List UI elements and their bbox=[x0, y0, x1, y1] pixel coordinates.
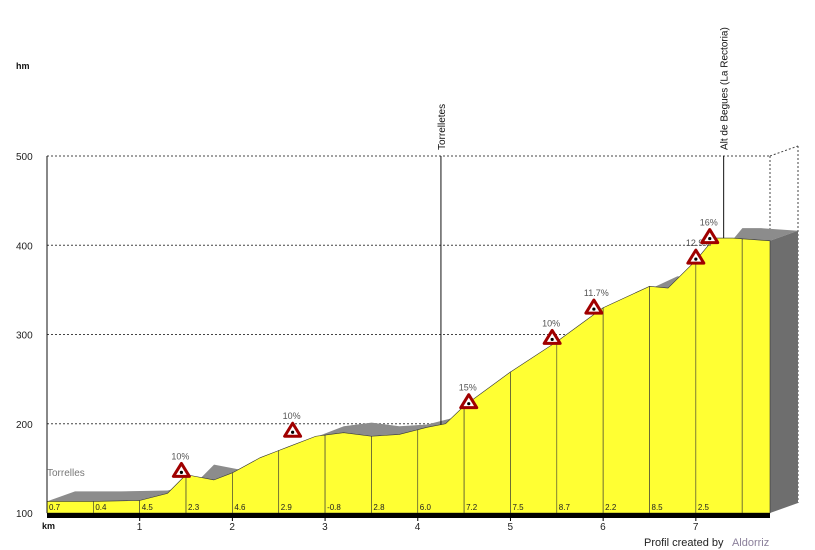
x-tick-label-6: 6 bbox=[600, 522, 606, 533]
warning-dot-6 bbox=[708, 236, 712, 241]
segment-14 bbox=[695, 237, 743, 514]
x-tick-label-1: 1 bbox=[137, 522, 143, 533]
segment-tail bbox=[741, 238, 771, 514]
warning-triangle-icon-2 bbox=[459, 393, 479, 410]
start-place-label: Torrelles bbox=[47, 468, 85, 479]
axes: 100 200 300 400 500 1 2 3 4 5 6 7 bbox=[16, 152, 770, 533]
warning-triangle-icon-0 bbox=[171, 461, 191, 478]
segment-gradient-label-0: 0.7 bbox=[49, 503, 61, 512]
y-tick-label-200: 200 bbox=[16, 420, 33, 431]
credit-name: Aldorriz bbox=[732, 537, 769, 549]
warning-triangle-icon-1 bbox=[283, 421, 303, 438]
segment-13 bbox=[649, 259, 697, 514]
segment-gradient-label-12: 2.2 bbox=[605, 503, 617, 512]
segment-9 bbox=[463, 371, 511, 514]
segment-gradient-label-3: 2.3 bbox=[188, 503, 200, 512]
profile-shadow bbox=[47, 228, 798, 513]
warning-triangle-icon-5 bbox=[686, 248, 706, 265]
y-tick-label-400: 400 bbox=[16, 241, 33, 252]
segment-gradient-label-11: 8.7 bbox=[559, 503, 571, 512]
segment-7 bbox=[371, 429, 419, 514]
place-markers: Torrelletes Alt de Begues (La Rectoria) bbox=[437, 27, 731, 425]
x-tick-label-7: 7 bbox=[693, 522, 699, 533]
warning-dot-0 bbox=[179, 470, 184, 475]
segment-gradient-label-10: 7.5 bbox=[512, 503, 524, 512]
credit-text: Profil created by Aldorriz bbox=[644, 533, 769, 550]
warning-dot-4 bbox=[592, 307, 596, 311]
x-tick-label-5: 5 bbox=[507, 522, 513, 533]
segment-gradient-label-1: 0.4 bbox=[95, 503, 107, 512]
y-tick-label-100: 100 bbox=[16, 509, 33, 520]
y-tick-label-500: 500 bbox=[16, 152, 33, 163]
segment-gradient-label-14: 2.5 bbox=[698, 503, 710, 512]
max-gradient-label-3: 10% bbox=[542, 318, 560, 328]
segment-gradient-label-4: 4.6 bbox=[234, 503, 246, 512]
max-gradient-label-1: 10% bbox=[283, 411, 301, 421]
segment-10 bbox=[510, 341, 558, 514]
x-tick-label-3: 3 bbox=[322, 522, 328, 533]
segment-gradient-label-9: 7.2 bbox=[466, 503, 478, 512]
segment-5 bbox=[278, 434, 326, 514]
segment-gradient-label-5: 2.9 bbox=[281, 503, 293, 512]
warning-dot-2 bbox=[467, 402, 471, 406]
x-tick-label-2: 2 bbox=[229, 522, 235, 533]
y-axis-unit: hm bbox=[16, 61, 30, 71]
warning-dot-5 bbox=[694, 257, 698, 261]
segment-gradient-label-8: 6.0 bbox=[420, 503, 432, 512]
place-label-0: Torrelletes bbox=[437, 104, 448, 150]
segment-12 bbox=[602, 285, 650, 514]
warning-triangle-icon-4 bbox=[584, 298, 604, 315]
warning-dot-1 bbox=[291, 430, 295, 434]
segment-gradient-label-6: -0.8 bbox=[327, 503, 341, 512]
max-gradient-label-2: 15% bbox=[459, 383, 477, 393]
max-gradient-label-6: 16% bbox=[700, 218, 718, 228]
place-label-1: Alt de Begues (La Rectoria) bbox=[720, 27, 731, 150]
segment-6 bbox=[324, 432, 372, 514]
max-gradient-label-0: 10% bbox=[171, 451, 189, 461]
x-tick-label-4: 4 bbox=[415, 522, 421, 533]
y-tick-label-300: 300 bbox=[16, 331, 33, 342]
x-axis-bar bbox=[47, 513, 770, 518]
credit-prefix: Profil created by bbox=[644, 537, 724, 549]
max-gradient-label-4: 11.7% bbox=[584, 288, 609, 298]
grid-line-depth-500 bbox=[769, 145, 799, 157]
segment-11 bbox=[556, 307, 604, 514]
profile-segments: 0.7 0.4 4.5 2.3 4.6 2.9 -0.8 2.8 6.0 7.2 7.5 8.7 2.2… bbox=[46, 237, 771, 514]
warning-dot-3 bbox=[550, 337, 554, 342]
segment-gradient-label-7: 2.8 bbox=[373, 503, 385, 512]
x-axis-unit: km bbox=[42, 521, 55, 531]
max-gradient-label-5: 12.9% bbox=[686, 238, 712, 248]
profile-side-wall bbox=[770, 230, 798, 513]
warning-triangle-icon-6 bbox=[700, 228, 720, 245]
warning-triangle-icon-3 bbox=[542, 328, 562, 345]
gradient-markers: 10% 10% 15% 10% 11.7% 12.9% 16% bbox=[171, 218, 720, 478]
segment-gradient-label-2: 4.5 bbox=[142, 503, 154, 512]
segment-gradient-label-13: 8.5 bbox=[652, 503, 664, 512]
